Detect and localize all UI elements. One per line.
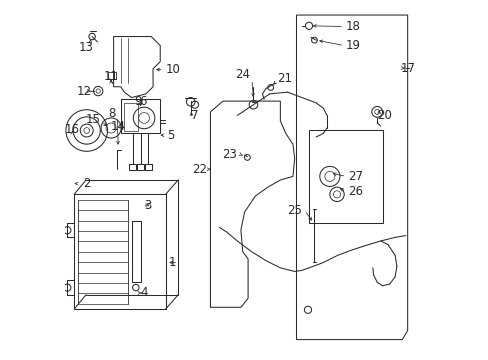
Text: 8: 8 — [108, 107, 115, 120]
Text: 18: 18 — [345, 20, 360, 33]
Bar — [123, 103, 138, 131]
Text: 20: 20 — [376, 109, 391, 122]
Text: 26: 26 — [347, 185, 362, 198]
Text: 16: 16 — [65, 123, 80, 136]
Bar — [308, 130, 382, 223]
Text: 5: 5 — [167, 129, 174, 142]
Text: 9: 9 — [134, 95, 141, 108]
Text: 19: 19 — [345, 39, 360, 52]
Text: 6: 6 — [140, 95, 147, 108]
Text: 10: 10 — [165, 63, 180, 76]
Text: 7: 7 — [190, 109, 198, 122]
Text: 23: 23 — [222, 148, 237, 161]
Bar — [129, 164, 136, 170]
Bar — [74, 194, 165, 309]
Text: 24: 24 — [234, 68, 249, 81]
Text: 17: 17 — [400, 62, 415, 75]
Bar — [145, 164, 151, 170]
Text: 22: 22 — [191, 163, 206, 176]
Bar — [131, 221, 140, 282]
Text: 2: 2 — [83, 177, 90, 190]
Text: 13: 13 — [78, 41, 93, 54]
Bar — [107, 72, 116, 79]
Text: 14: 14 — [110, 121, 125, 134]
Text: 15: 15 — [85, 113, 101, 126]
Text: 3: 3 — [144, 199, 151, 212]
Bar — [121, 99, 160, 134]
Text: 4: 4 — [140, 287, 148, 300]
Bar — [137, 164, 143, 170]
Text: 25: 25 — [286, 204, 301, 217]
Text: 1: 1 — [168, 256, 176, 269]
Text: 12: 12 — [77, 85, 91, 98]
Text: 21: 21 — [276, 72, 291, 85]
Text: 11: 11 — [103, 69, 119, 82]
Text: 27: 27 — [347, 170, 362, 183]
